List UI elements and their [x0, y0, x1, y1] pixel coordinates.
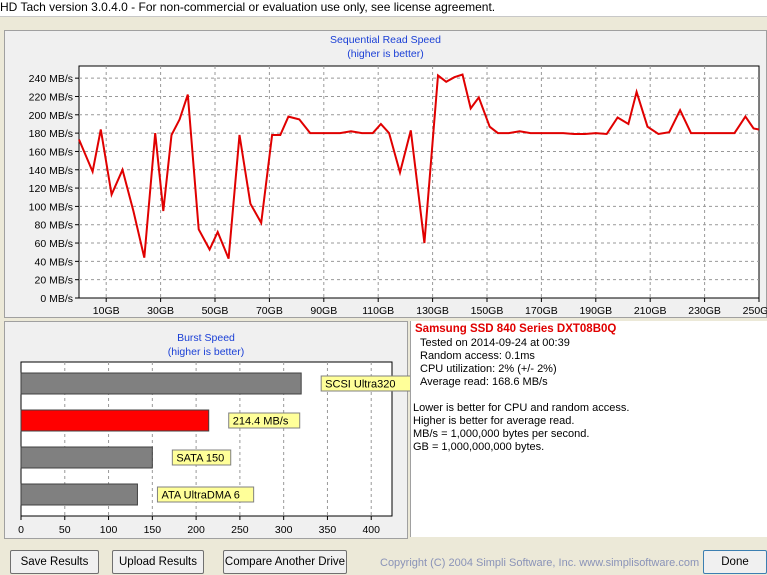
read-y-tick-label: 240 MB/s: [29, 73, 73, 85]
read-y-tick-label: 20 MB/s: [34, 275, 73, 287]
read-y-tick-label: 220 MB/s: [29, 91, 73, 103]
burst-x-tick-label: 400: [362, 524, 380, 536]
read-x-tick-label: 210GB: [634, 305, 667, 317]
upload-results-button[interactable]: Upload Results: [112, 550, 204, 574]
compare-drive-button[interactable]: Compare Another Drive: [223, 550, 347, 574]
burst-speed-chart: SCSI Ultra320 214.4 MB/s SATA 150 ATA Ultra…: [18, 361, 410, 536]
note-cpu: Lower is better for CPU and random acces…: [413, 402, 630, 414]
burst-x-tick-label: 350: [319, 524, 337, 536]
note-mbs-definition: MB/s = 1,000,000 bytes per second.: [413, 428, 590, 440]
drive-name: Samsung SSD 840 Series DXT08B0Q: [415, 323, 617, 335]
save-results-button[interactable]: Save Results: [10, 550, 99, 574]
read-x-tick-label: 30GB: [147, 305, 174, 317]
burst-x-tick-label: 150: [144, 524, 162, 536]
read-x-tick-label: 10GB: [93, 305, 120, 317]
read-x-tick-label: 90GB: [310, 305, 337, 317]
average-read: Average read: 168.6 MB/s: [420, 376, 548, 388]
burst-x-tick-label: 250: [231, 524, 249, 536]
burst-bar-label: 214.4 MB/s: [233, 416, 289, 428]
read-y-tick-label: 160 MB/s: [29, 146, 73, 158]
burst-bar: [20, 409, 210, 432]
done-button[interactable]: Done: [703, 550, 767, 574]
read-x-tick-label: 230GB: [688, 305, 721, 317]
burst-x-tick-label: 300: [275, 524, 293, 536]
burst-x-tick-label: 100: [100, 524, 118, 536]
read-x-tick-label: 70GB: [256, 305, 283, 317]
read-x-tick-label: 130GB: [416, 305, 449, 317]
burst-bar: [20, 446, 153, 469]
results-panel: Samsung SSD 840 Series DXT08B0Q Tested o…: [410, 321, 767, 537]
burst-bar-label: ATA UltraDMA 6: [161, 490, 239, 502]
read-x-tick-label: 150GB: [471, 305, 504, 317]
read-plot-area: [78, 65, 760, 299]
read-y-tick-label: 0 MB/s: [40, 293, 73, 305]
read-y-tick-label: 60 MB/s: [34, 238, 73, 250]
read-y-tick-label: 200 MB/s: [29, 110, 73, 122]
read-x-tick-label: 170GB: [525, 305, 558, 317]
burst-chart-subtitle: (higher is better): [167, 346, 245, 358]
read-y-tick-label: 100 MB/s: [29, 201, 73, 213]
sequential-read-chart: 0 MB/s 20 MB/s 40 MB/s 60 MB/s 80 MB/s 100 MB…: [29, 65, 767, 317]
read-y-tick-label: 80 MB/s: [34, 220, 73, 232]
burst-bar: [20, 483, 138, 506]
burst-x-tick-label: 50: [59, 524, 71, 536]
read-x-tick-label: 50GB: [202, 305, 229, 317]
read-y-tick-label: 140 MB/s: [29, 165, 73, 177]
read-chart-title: Sequential Read Speed: [330, 34, 441, 46]
burst-chart-title: Burst Speed: [177, 332, 235, 344]
burst-bar: [20, 372, 302, 395]
copyright-text: Copyright (C) 2004 Simpli Software, Inc.…: [380, 557, 700, 569]
burst-bar-label-box: [171, 449, 232, 466]
cpu-utilization: CPU utilization: 2% (+/- 2%): [420, 363, 557, 375]
read-y-tick-label: 40 MB/s: [34, 256, 73, 268]
burst-x-tick-label: 0: [18, 524, 24, 536]
burst-bar-label: SATA 150: [176, 453, 224, 465]
read-x-tick-label: 190GB: [579, 305, 612, 317]
read-y-tick-label: 120 MB/s: [29, 183, 73, 195]
tested-on: Tested on 2014-09-24 at 00:39: [420, 337, 570, 349]
burst-x-tick-label: 200: [187, 524, 205, 536]
read-chart-subtitle: (higher is better): [347, 48, 424, 60]
burst-bar-label-box: [156, 486, 255, 503]
burst-bar-label-box: [228, 412, 301, 429]
burst-bar-label: SCSI Ultra320: [325, 379, 395, 391]
read-y-tick-label: 180 MB/s: [29, 128, 73, 140]
burst-bar-label-box: [320, 375, 410, 392]
window-title: HD Tach version 3.0.4.0 - For non-commer…: [0, 0, 496, 14]
read-speed-line: [78, 73, 760, 259]
window-title-bar: HD Tach version 3.0.4.0 - For non-commer…: [0, 0, 767, 17]
note-gb-definition: GB = 1,000,000,000 bytes.: [413, 441, 545, 453]
note-average-read: Higher is better for average read.: [413, 415, 575, 427]
read-x-tick-label: 110GB: [362, 305, 394, 317]
random-access: Random access: 0.1ms: [420, 350, 535, 362]
